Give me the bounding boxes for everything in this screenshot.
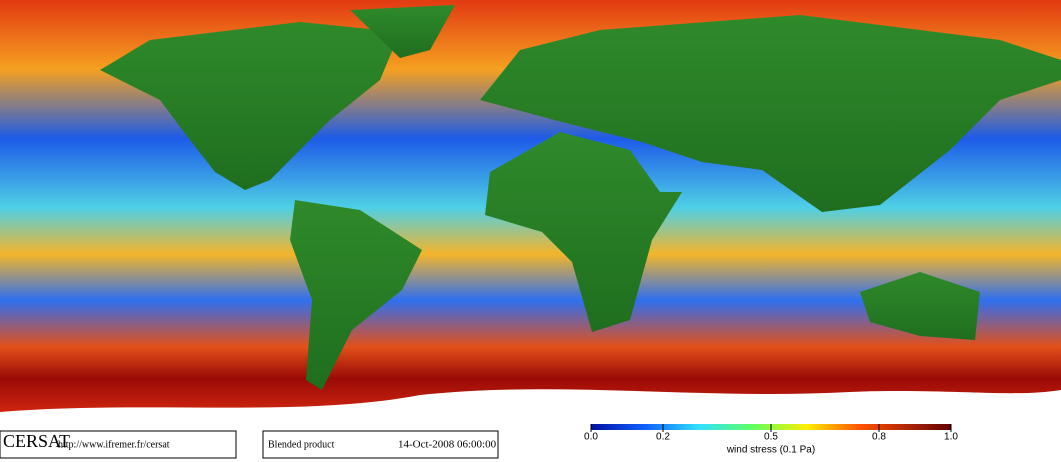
colorbar-tick-label: 0.5 [764,432,778,443]
date: 14-Oct-2008 06:00:00 [398,439,497,451]
product: Blended product [268,439,335,450]
product-box [262,430,499,459]
colorbar-label: wind stress (0.1 Pa) [726,445,815,456]
colorbar-tick-label: 1.0 [944,432,958,443]
africa [485,132,682,332]
greenland [350,5,455,58]
colorbar-tick-label: 0.2 [656,432,670,443]
continents [100,5,1061,390]
north-america [100,22,400,190]
logo: CERSAT [3,431,70,451]
eurasia [480,15,1061,212]
colorbar-tick-label: 0.8 [872,432,886,443]
url: http://www.ifremer.fr/cersat [58,439,170,450]
colorbar-tick-label: 0.0 [584,432,598,443]
credit-box [0,430,237,459]
south-america [290,200,422,390]
australia [860,272,980,340]
